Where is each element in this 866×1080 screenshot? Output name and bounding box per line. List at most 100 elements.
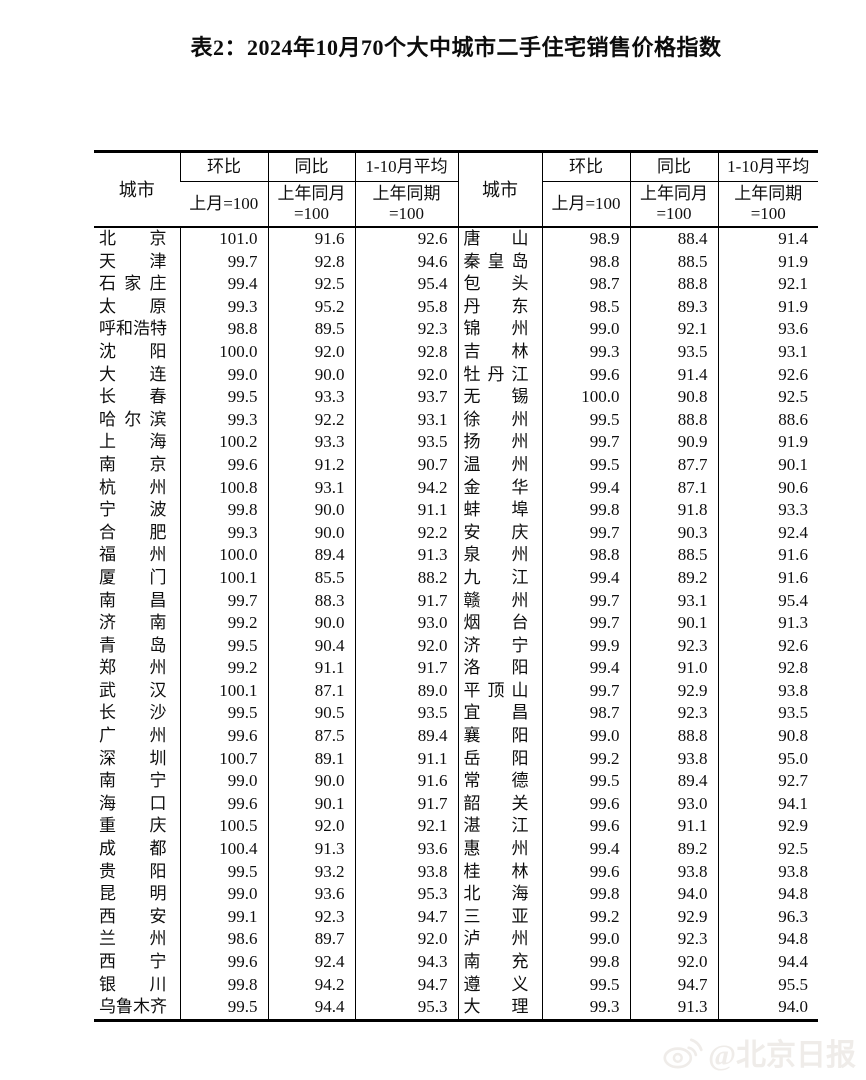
avg-value: 92.4: [717, 521, 818, 545]
city-cell: 济南: [94, 612, 180, 635]
table-row: 兰州 98.6 89.7 92.0 泸州 99.0 92.3 94.8: [94, 928, 818, 951]
city-name: 太原: [99, 296, 167, 316]
avg-value: 91.4: [717, 227, 818, 251]
avg-value: 92.1: [717, 273, 818, 296]
mom-value: 99.6: [541, 860, 630, 884]
avg-value: 92.0: [354, 928, 458, 951]
city-name: 湛江: [463, 816, 529, 836]
avg-value: 91.6: [354, 770, 458, 793]
city-cell: 杭州: [94, 477, 180, 500]
mom-value: 98.5: [541, 295, 630, 319]
city-name: 南充: [463, 952, 529, 971]
yoy-value: 88.3: [267, 589, 355, 613]
city-cell: 大理: [457, 996, 542, 1021]
city-cell: 昆明: [94, 883, 180, 906]
city-cell: 锦州: [457, 318, 542, 341]
yoy-value: 93.8: [629, 747, 718, 771]
city-cell: 烟台: [457, 612, 542, 635]
yoy-value: 92.0: [267, 815, 355, 839]
page: 表2：2024年10月70个大中城市二手住宅销售价格指数 城市 环比 同比 1-…: [94, 0, 818, 1022]
avg-value: 92.8: [717, 657, 818, 680]
yoy-value: 89.4: [629, 770, 718, 793]
city-cell: 桂林: [457, 860, 542, 884]
city-name: 大理: [463, 997, 529, 1017]
yoy-value: 89.3: [629, 295, 718, 319]
city-name: 呼和浩特: [99, 319, 167, 339]
avg-value: 89.4: [354, 725, 458, 748]
city-cell: 徐州: [457, 408, 542, 432]
yoy-value: 94.7: [629, 973, 718, 997]
avg-value: 90.6: [717, 476, 818, 500]
mom-value: 99.8: [179, 499, 268, 522]
city-cell: 包头: [457, 273, 542, 296]
mom-value: 99.4: [541, 838, 630, 861]
city-name: 成都: [99, 839, 167, 859]
mom-value: 98.7: [541, 273, 630, 296]
mom-value: 99.2: [541, 747, 630, 771]
yoy-value: 94.2: [267, 973, 355, 997]
mom-value: 99.5: [179, 386, 268, 409]
city-cell: 常德: [457, 770, 542, 793]
avg-base-line2: =100: [388, 204, 425, 223]
mom-base-label: 上月=100: [551, 194, 621, 213]
yoy-value: 92.4: [267, 951, 355, 974]
avg-value: 93.8: [717, 679, 818, 703]
city-cell: 上海: [94, 431, 180, 454]
table-row: 上海 100.2 93.3 93.5 扬州 99.7 90.9 91.9: [94, 431, 818, 454]
city-name: 贵阳: [99, 861, 167, 881]
yoy-base-line2: =100: [656, 204, 692, 223]
city-cell: 平顶山: [457, 679, 542, 703]
city-name: 北海: [463, 884, 529, 904]
mom-value: 98.8: [541, 250, 630, 274]
city-cell: 长沙: [94, 702, 180, 725]
avg-value: 91.7: [354, 657, 458, 680]
yoy-value: 91.4: [629, 363, 718, 387]
mom-value: 99.4: [179, 273, 268, 296]
yoy-value: 89.7: [267, 928, 355, 951]
avg-value: 94.7: [354, 973, 458, 997]
mom-value: 99.5: [179, 860, 268, 884]
col-header-yoy-right: 同比: [629, 151, 718, 182]
mom-base-label: 上月=100: [189, 194, 259, 213]
yoy-value: 88.5: [629, 544, 718, 567]
mom-value: 99.1: [179, 905, 268, 929]
city-cell: 扬州: [457, 431, 542, 454]
city-name: 广州: [99, 726, 167, 746]
city-cell: 青岛: [94, 635, 180, 658]
yoy-value: 91.3: [267, 838, 355, 861]
avg-value: 95.3: [354, 883, 458, 906]
table-row: 西安 99.1 92.3 94.7 三亚 99.2 92.9 96.3: [94, 905, 818, 929]
city-cell: 北海: [457, 883, 542, 906]
city-name: 牡丹江: [463, 364, 529, 384]
city-name: 郑州: [99, 658, 167, 678]
table-row: 哈尔滨 99.3 92.2 93.1 徐州 99.5 88.8 88.6: [94, 408, 818, 432]
city-name: 济宁: [463, 635, 529, 655]
table-row: 厦门 100.1 85.5 88.2 九江 99.4 89.2 91.6: [94, 566, 818, 590]
mom-value: 99.3: [541, 340, 630, 364]
city-cell: 石家庄: [94, 273, 180, 296]
city-name: 乌鲁木齐: [99, 997, 167, 1017]
yoy-value: 93.1: [629, 589, 718, 613]
avg-value: 94.0: [717, 996, 818, 1021]
yoy-value: 88.4: [629, 227, 718, 251]
city-cell: 济宁: [457, 634, 542, 658]
city-cell: 蚌埠: [457, 499, 542, 522]
yoy-value: 90.0: [267, 363, 355, 387]
city-name: 长沙: [99, 703, 167, 723]
yoy-base-line1: 上年同月: [640, 184, 708, 203]
city-name: 南宁: [99, 771, 167, 791]
yoy-value: 93.6: [267, 883, 355, 906]
city-name: 锦州: [463, 319, 529, 339]
city-cell: 安庆: [457, 521, 542, 545]
yoy-value: 89.5: [267, 318, 355, 341]
city-cell: 襄阳: [457, 725, 542, 748]
yoy-value: 91.1: [629, 815, 718, 839]
yoy-value: 94.4: [267, 996, 355, 1021]
yoy-value: 91.2: [267, 453, 355, 477]
yoy-value: 92.3: [267, 905, 355, 929]
yoy-value: 92.0: [629, 951, 718, 974]
yoy-value: 90.1: [629, 612, 718, 635]
mom-value: 99.5: [179, 702, 268, 726]
mom-value: 100.0: [179, 544, 268, 567]
price-index-table: 城市 环比 同比 1-10月平均 城市 环比 同比 1-10月平均 上月=100…: [94, 150, 818, 1022]
